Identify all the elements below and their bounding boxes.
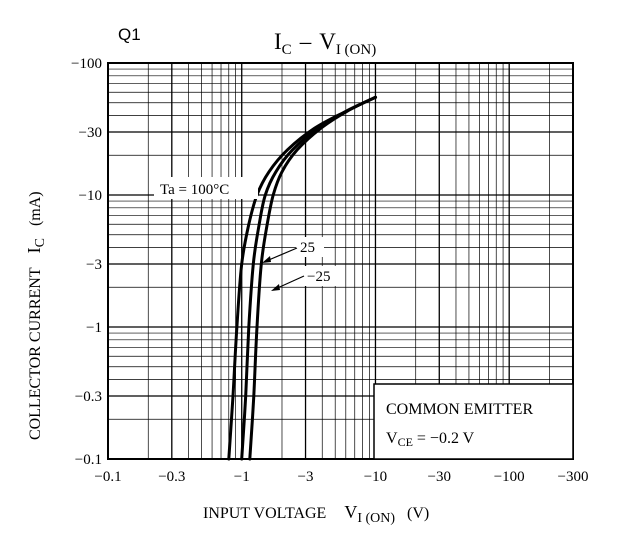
y-axis-label-sub: C xyxy=(33,238,48,247)
series-layer xyxy=(227,95,377,461)
series-label-group-100: Ta = 100°C xyxy=(154,177,258,199)
x-tick-label: −300 xyxy=(558,469,589,485)
y-axis-label-sym: I xyxy=(24,247,44,253)
x-axis-label-sub: I (ON) xyxy=(357,511,395,526)
x-tick-label: −10 xyxy=(364,469,387,485)
y-tick-label: −1 xyxy=(86,320,102,336)
condition-line-2: VCE = −0.2 V xyxy=(386,430,475,449)
y-axis-label-text: COLLECTOR CURRENT xyxy=(27,267,44,440)
title-ic: I xyxy=(274,29,282,54)
plot-frame xyxy=(107,62,574,460)
leader-arrow-m25 xyxy=(271,284,280,291)
y-tick-label: −0.3 xyxy=(75,389,102,405)
title-vi-sub: I (ON) xyxy=(336,42,376,58)
y-tick-labels: −100 −30 −10 −3 −1 −0.3 −0.1 xyxy=(71,56,102,468)
y-tick-label: −100 xyxy=(71,56,102,72)
leader-arrow-25 xyxy=(262,256,271,263)
condition-vce: V xyxy=(386,430,398,447)
series-label-25: 25 xyxy=(300,240,315,256)
condition-box: COMMON EMITTER VCE = −0.2 V xyxy=(373,383,574,460)
y-tick-label: −0.1 xyxy=(75,452,102,468)
x-tick-label: −100 xyxy=(494,469,525,485)
y-tick-label: −3 xyxy=(86,257,102,273)
condition-line-1: COMMON EMITTER xyxy=(386,401,533,418)
chart-title: IC – VI (ON) xyxy=(274,29,376,58)
series-label-group-m25: −25 xyxy=(271,266,344,291)
x-tick-label: −0.3 xyxy=(158,469,185,485)
series-label-100: Ta = 100°C xyxy=(160,182,229,198)
y-tick-label: −30 xyxy=(79,125,102,141)
title-vi: V xyxy=(319,29,336,54)
panel-label: Q1 xyxy=(118,25,141,44)
series-line-2 xyxy=(248,95,377,461)
title-dash: – xyxy=(299,29,312,54)
series-label-m25: −25 xyxy=(307,269,330,285)
title-ic-sub: C xyxy=(282,42,292,58)
x-tick-label: −1 xyxy=(234,469,250,485)
x-tick-label: −30 xyxy=(428,469,451,485)
x-axis-label-text: INPUT VOLTAGE xyxy=(203,505,326,522)
condition-box-frame xyxy=(373,383,574,460)
condition-vce-val: = −0.2 V xyxy=(413,430,475,447)
series-label-bg-100 xyxy=(154,177,258,199)
x-axis-label-sym: V xyxy=(344,502,357,522)
x-axis-label: INPUT VOLTAGE VI (ON) (V) xyxy=(203,502,429,526)
y-tick-label: −10 xyxy=(79,188,102,204)
y-axis-label: COLLECTOR CURRENT IC (mA) xyxy=(24,191,48,440)
x-tick-label: −0.1 xyxy=(94,469,121,485)
x-tick-label: −3 xyxy=(298,469,314,485)
x-tick-labels: −0.1 −0.3 −1 −3 −10 −30 −100 −300 xyxy=(94,469,588,485)
series-label-group-25: 25 xyxy=(262,237,324,263)
x-axis-label-unit: (V) xyxy=(407,505,429,522)
condition-vce-sub: CE xyxy=(398,435,413,449)
series-label-bg-m25 xyxy=(304,266,344,286)
y-axis-label-unit: (mA) xyxy=(27,191,44,226)
series-label-bg-25 xyxy=(296,237,324,257)
